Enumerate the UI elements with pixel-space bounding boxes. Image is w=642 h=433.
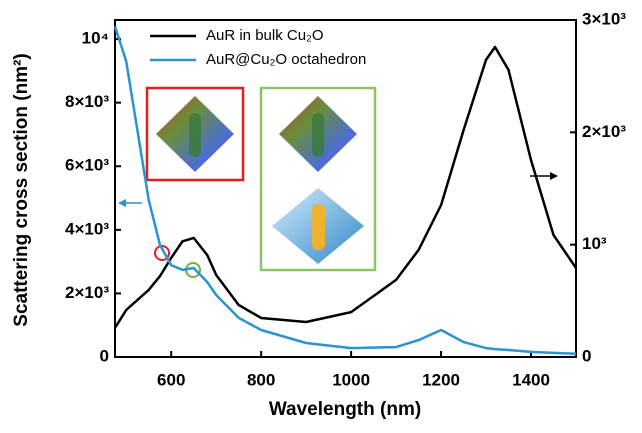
x-tick-label: 1000 (332, 370, 370, 389)
arrow-left (118, 199, 142, 207)
legend-label: AuR in bulk Cu₂O (206, 27, 324, 44)
series-line (113, 26, 577, 356)
x-tick-label: 1200 (422, 370, 460, 389)
arrow-right (530, 172, 558, 180)
y-tick-label: 8×10³ (65, 92, 109, 111)
y2-tick-label: 2×10³ (582, 122, 626, 141)
legend-label: AuR@Cu₂O octahedron (206, 51, 366, 68)
x-axis-label: Wavelength (nm) (269, 399, 421, 420)
y2-tick-label: 10³ (582, 234, 607, 253)
series-line (113, 45, 578, 329)
y-axis-label: Scattering cross section (nm²) (11, 53, 32, 326)
y-tick-label: 6×10³ (65, 156, 109, 175)
plot-frame (114, 19, 577, 358)
inset-right (259, 86, 377, 272)
x-tick-label: 800 (247, 370, 275, 389)
x-tick-label: 600 (157, 370, 185, 389)
inset-left (145, 86, 245, 182)
y-tick-label: 10⁴ (82, 29, 109, 48)
y-tick-label: 2×10³ (65, 283, 109, 302)
y2-tick-label: 0 (582, 346, 591, 365)
y-tick-label: 4×10³ (65, 219, 109, 238)
y2-tick-label: 3×10³ (582, 9, 626, 28)
marker-circle (154, 245, 170, 261)
x-tick-label: 1400 (512, 370, 550, 389)
y-tick-label: 0 (100, 346, 109, 365)
